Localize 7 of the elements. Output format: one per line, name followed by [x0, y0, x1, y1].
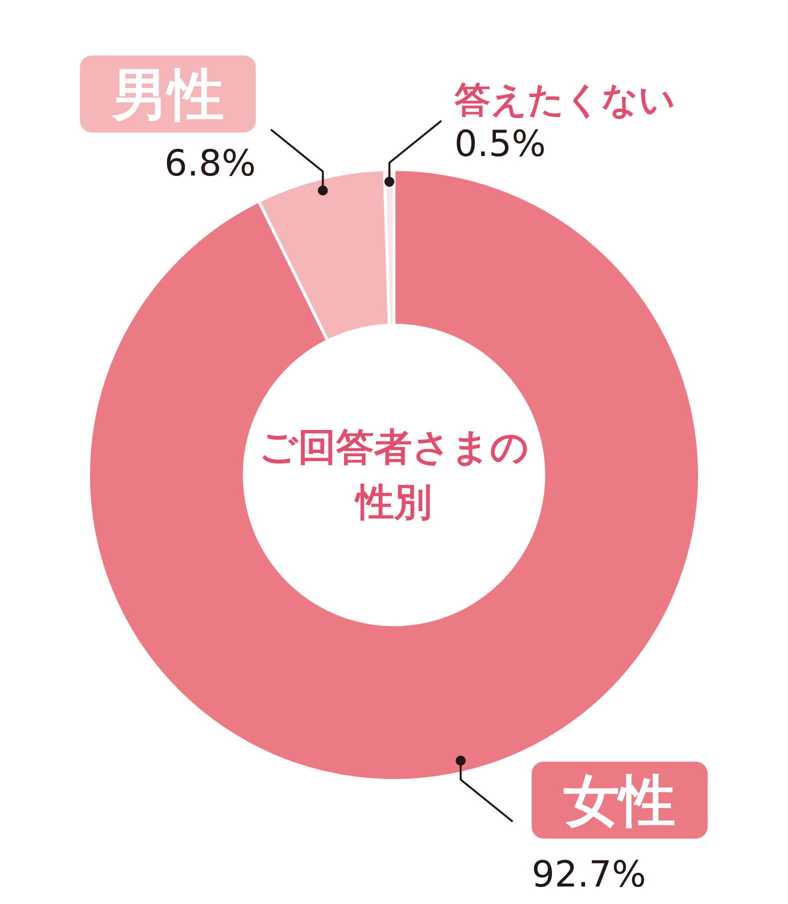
text: ご回答者さまの性別: [258, 424, 530, 526]
data-label: 0.5%: [454, 124, 546, 165]
slice-label: 男性: [110, 62, 224, 128]
data-label: 6.8%: [164, 143, 256, 184]
slice-label: 答えたくない: [453, 80, 676, 121]
slice-label: 女性: [564, 769, 676, 834]
data-label: 92.7%: [532, 854, 646, 896]
